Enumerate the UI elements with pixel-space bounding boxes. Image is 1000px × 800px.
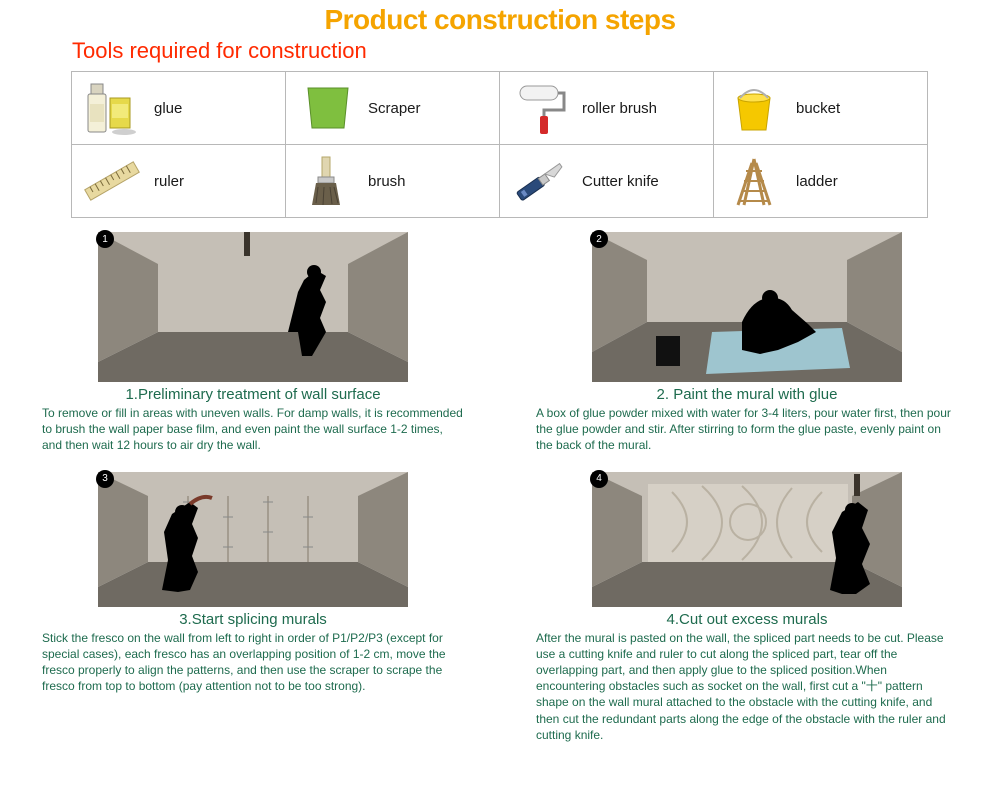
step-badge: 3	[96, 470, 114, 488]
tools-grid: glue Scraper roller brush bucket	[72, 72, 928, 218]
tool-label: roller brush	[582, 100, 713, 117]
step-3: 3 3.Start splicing murals Stick the fr	[36, 472, 470, 743]
tool-label: brush	[368, 173, 499, 190]
main-title: Product construction steps	[0, 0, 1000, 36]
step-2: 2 2. Paint the mural with glue A box of …	[530, 232, 964, 454]
step-4-title: 4.Cut out excess murals	[530, 611, 964, 628]
tool-cell-ruler: ruler	[71, 144, 286, 218]
tool-label: glue	[154, 100, 285, 117]
ruler-icon	[80, 151, 144, 211]
tool-label: ruler	[154, 173, 285, 190]
tool-cell-bucket: bucket	[713, 71, 928, 145]
step-badge: 1	[96, 230, 114, 248]
ladder-icon	[722, 151, 786, 211]
tool-label: Cutter knife	[582, 173, 713, 190]
scraper-icon	[294, 78, 358, 138]
tool-label: ladder	[796, 173, 927, 190]
sub-title: Tools required for construction	[72, 38, 1000, 64]
step-4-body: After the mural is pasted on the wall, t…	[530, 630, 964, 743]
step-1: 1 1.Preliminary treatment of wall surfac…	[36, 232, 470, 454]
step-4-illustration: 4	[592, 472, 902, 607]
tool-cell-brush: brush	[285, 144, 500, 218]
step-3-illustration: 3	[98, 472, 408, 607]
step-1-illustration: 1	[98, 232, 408, 382]
step-3-title: 3.Start splicing murals	[36, 611, 470, 628]
step-3-body: Stick the fresco on the wall from left t…	[36, 630, 470, 695]
step-2-title: 2. Paint the mural with glue	[530, 386, 964, 403]
tool-label: bucket	[796, 100, 927, 117]
step-badge: 2	[590, 230, 608, 248]
tool-cell-scraper: Scraper	[285, 71, 500, 145]
bucket-icon	[722, 78, 786, 138]
step-2-illustration: 2	[592, 232, 902, 382]
glue-icon	[80, 78, 144, 138]
steps-grid: 1 1.Preliminary treatment of wall surfac…	[36, 232, 964, 743]
roller-brush-icon	[508, 78, 572, 138]
cutter-knife-icon	[508, 151, 572, 211]
step-4: 4 4.Cut out excess murals After the mura…	[530, 472, 964, 743]
brush-icon	[294, 151, 358, 211]
step-2-body: A box of glue powder mixed with water fo…	[530, 405, 964, 454]
tool-cell-ladder: ladder	[713, 144, 928, 218]
tool-cell-roller: roller brush	[499, 71, 714, 145]
step-badge: 4	[590, 470, 608, 488]
tool-cell-glue: glue	[71, 71, 286, 145]
step-1-title: 1.Preliminary treatment of wall surface	[36, 386, 470, 403]
tool-label: Scraper	[368, 100, 499, 117]
step-1-body: To remove or fill in areas with uneven w…	[36, 405, 470, 454]
tool-cell-cutter: Cutter knife	[499, 144, 714, 218]
